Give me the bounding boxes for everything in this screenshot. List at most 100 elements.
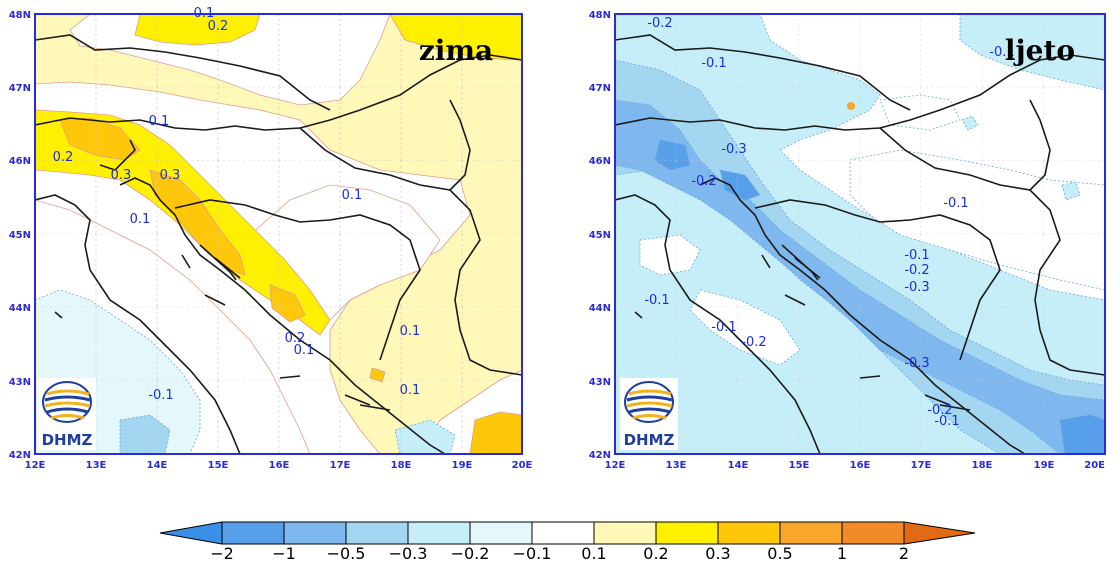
colorbar-label: 0.3: [705, 544, 730, 563]
lat-label: 48N: [589, 10, 611, 21]
lon-label: 17E: [911, 460, 932, 471]
lon-label: 17E: [330, 460, 351, 471]
colorbar-bin: [469, 521, 533, 545]
contour-label: 0.2: [53, 150, 74, 165]
ljeto-frame: [614, 13, 1106, 455]
lat-label: 46N: [589, 156, 611, 167]
contour-label: 0.3: [160, 168, 181, 183]
lat-label: 42N: [589, 450, 611, 461]
contour-label: 0.1: [130, 212, 151, 227]
colorbar-label: −0.1: [513, 544, 552, 563]
contour-label: 0.1: [194, 6, 215, 21]
contour-label: -0.1: [148, 388, 173, 403]
zima-lon-axis: 12E 13E 14E 15E 16E 17E 18E 19E 20E: [25, 460, 533, 471]
colorbar-bin: [655, 521, 719, 545]
contour-label: -0.1: [711, 320, 736, 335]
lon-label: 15E: [208, 460, 229, 471]
season-title: ljeto: [1005, 34, 1075, 67]
contour-label: -0.1: [943, 196, 968, 211]
contour-label: -0.2: [927, 403, 952, 418]
zima-frame: [34, 13, 523, 455]
lon-label: 19E: [452, 460, 473, 471]
colorbar-bin: [531, 521, 595, 545]
contour-label: -0.1: [701, 56, 726, 71]
contour-label: -0.3: [721, 142, 746, 157]
lon-label: 12E: [25, 460, 46, 471]
contour-label: -0.3: [904, 280, 929, 295]
dhmz-logo: DHMZ: [620, 378, 678, 450]
contour-label: 0.1: [342, 188, 363, 203]
zima-lat-axis: 48N 47N 46N 45N 44N 43N 42N: [9, 10, 31, 461]
lat-label: 45N: [9, 230, 31, 241]
contour-label: -0.1: [989, 45, 1014, 60]
ljeto-field: [615, 14, 1105, 454]
zima-field: [35, 14, 522, 454]
lon-label: 16E: [850, 460, 871, 471]
lon-label: 19E: [1034, 460, 1055, 471]
lat-label: 43N: [589, 377, 611, 388]
contour-label: 0.1: [400, 324, 421, 339]
lon-label: 18E: [391, 460, 412, 471]
lon-label: 13E: [86, 460, 107, 471]
map-zima: 48N 47N 46N 45N 44N 43N 42N 12E 13E 14E …: [9, 6, 533, 471]
colorbar-label: −0.3: [389, 544, 428, 563]
lon-label: 14E: [728, 460, 749, 471]
lat-label: 45N: [589, 230, 611, 241]
lat-label: 43N: [9, 377, 31, 388]
contour-label: -0.2: [741, 335, 766, 350]
colorbar-bin: [345, 521, 409, 545]
colorbar-label: −1: [272, 544, 296, 563]
colorbar-label: −2: [210, 544, 234, 563]
contour-label: -0.1: [644, 293, 669, 308]
contour-label: -0.3: [904, 356, 929, 371]
logo-text: DHMZ: [42, 431, 93, 449]
lon-label: 20E: [1084, 460, 1105, 471]
lon-label: 20E: [512, 460, 533, 471]
colorbar-bin: [717, 521, 781, 545]
contour-label: 0.2: [208, 19, 229, 34]
lat-label: 48N: [9, 10, 31, 21]
lon-label: 14E: [147, 460, 168, 471]
ljeto-lat-axis: 48N 47N 46N 45N 44N 43N 42N: [589, 10, 611, 461]
logo-text: DHMZ: [624, 431, 675, 449]
colorbar-label: 0.1: [581, 544, 606, 563]
contour-label: 0.1: [400, 383, 421, 398]
colorbar-label: 0.5: [767, 544, 792, 563]
contour-label: 0.3: [111, 168, 132, 183]
logo-icon: [624, 381, 674, 423]
logo-icon: [42, 381, 92, 423]
lat-label: 46N: [9, 156, 31, 167]
colorbar-bin: [407, 521, 471, 545]
season-title: zima: [419, 34, 493, 67]
colorbar-bin: [593, 521, 657, 545]
ljeto-lon-axis: 12E 13E 14E 15E 16E 17E 18E 19E 20E: [605, 460, 1106, 471]
lon-label: 16E: [269, 460, 290, 471]
colorbar-label: −0.2: [451, 544, 490, 563]
contour-label: 0.2: [285, 331, 306, 346]
colorbar-bin: [779, 521, 843, 545]
lon-label: 13E: [666, 460, 687, 471]
colorbar-label: −0.5: [327, 544, 366, 563]
colorbar-bin: [221, 521, 285, 545]
colorbar-label: 1: [837, 544, 847, 563]
contour-label: 0.1: [149, 114, 170, 129]
colorbar-high-arrow: [903, 521, 976, 545]
zima-contour-labels: 0.2 0.1 0.2 0.3 0.3 0.1 0.1 0.1 0.2 0.1 …: [53, 6, 421, 403]
colorbar: −2 −1 −0.5 −0.3 −0.2 −0.1 0.1 0.2 0.3 0.5 1 2: [159, 521, 976, 563]
contour-label: -0.2: [691, 174, 716, 189]
lon-label: 12E: [605, 460, 626, 471]
colorbar-bin: [841, 521, 905, 545]
colorbar-low-arrow: [159, 521, 223, 545]
lat-label: 47N: [9, 83, 31, 94]
lat-label: 44N: [589, 303, 611, 314]
contour-label: -0.2: [647, 16, 672, 31]
lat-label: 42N: [9, 450, 31, 461]
lat-label: 44N: [9, 303, 31, 314]
contour-label: -0.1: [934, 414, 959, 429]
contour-label: -0.2: [904, 263, 929, 278]
map-ljeto: 48N 47N 46N 45N 44N 43N 42N 12E 13E 14E …: [589, 10, 1106, 471]
contour-label: -0.1: [904, 248, 929, 263]
colorbar-label: 0.2: [643, 544, 668, 563]
lon-label: 18E: [972, 460, 993, 471]
